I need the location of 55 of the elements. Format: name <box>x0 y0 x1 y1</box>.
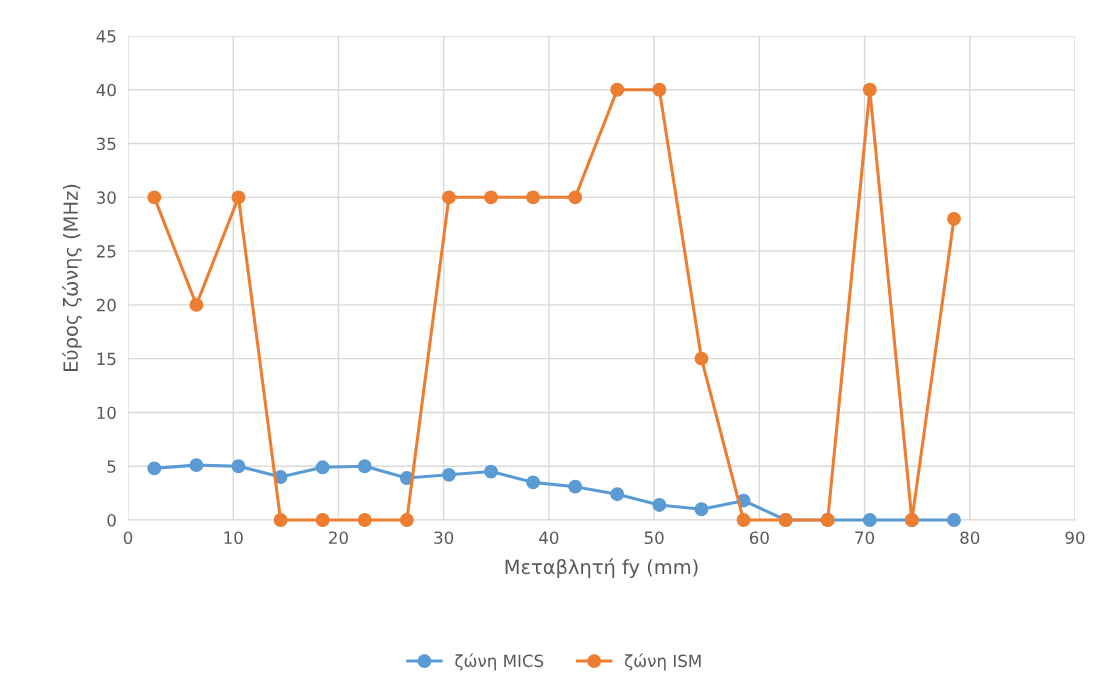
y-tick-label: 0 <box>107 513 116 527</box>
point <box>862 82 877 97</box>
point <box>947 513 961 527</box>
x-tick-label: 80 <box>960 531 980 545</box>
point <box>189 458 204 473</box>
point <box>399 513 414 527</box>
point <box>441 190 456 205</box>
point <box>526 190 541 205</box>
point <box>231 459 246 474</box>
point <box>357 459 372 474</box>
point <box>484 190 498 205</box>
y-tick-label: 45 <box>96 30 116 43</box>
legend-label: ζώνη ISM <box>625 653 701 671</box>
point <box>694 502 709 517</box>
point <box>652 497 667 512</box>
point <box>315 513 330 527</box>
x-tick-label: 40 <box>539 531 559 545</box>
point <box>652 82 667 97</box>
point <box>357 513 372 527</box>
y-tick-label: 25 <box>96 245 116 258</box>
point <box>315 460 330 475</box>
point <box>947 211 961 226</box>
y-tick-label: 20 <box>96 298 116 312</box>
x-tick-label: 20 <box>329 531 348 545</box>
y-tick-label: 5 <box>107 460 116 473</box>
x-axis-title: Μεταβλητή fy (mm) <box>505 558 698 578</box>
y-tick-label: 35 <box>96 137 116 151</box>
legend-label: ζώνη MICS <box>455 653 544 671</box>
x-tick-label: 70 <box>855 531 875 545</box>
y-tick-label: 15 <box>97 352 116 366</box>
point <box>484 464 498 479</box>
y-tick-label: 30 <box>96 191 116 204</box>
point <box>441 467 456 482</box>
point <box>189 297 204 312</box>
point <box>273 513 288 527</box>
y-axis-title: Εύρος ζώνης (MHz) <box>62 184 82 371</box>
x-tick-label: 30 <box>434 531 454 545</box>
x-tick-label: 10 <box>224 531 243 545</box>
point <box>147 461 162 476</box>
point <box>862 513 877 527</box>
point <box>231 190 246 205</box>
point <box>736 513 751 527</box>
point <box>568 479 583 494</box>
y-tick-label: 40 <box>96 83 116 97</box>
point <box>568 190 583 205</box>
y-tick-label: 10 <box>97 406 116 420</box>
point <box>526 475 541 490</box>
point <box>610 82 625 97</box>
point <box>610 487 625 502</box>
point <box>694 351 709 366</box>
x-tick-label: 90 <box>1065 531 1085 545</box>
x-tick-label: 50 <box>644 531 664 545</box>
x-tick-label: 60 <box>749 531 769 545</box>
x-tick-label: 0 <box>123 531 133 545</box>
point <box>147 190 162 205</box>
